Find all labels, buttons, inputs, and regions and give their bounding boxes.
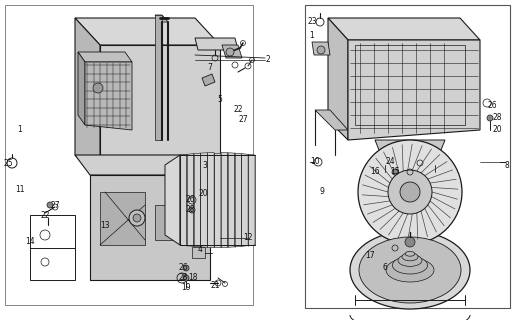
Polygon shape: [241, 154, 248, 246]
Polygon shape: [78, 52, 85, 125]
Circle shape: [183, 265, 189, 271]
Circle shape: [47, 202, 53, 208]
Text: 19: 19: [181, 284, 191, 292]
Text: 28: 28: [492, 114, 502, 123]
Text: 1: 1: [310, 30, 314, 39]
Polygon shape: [85, 62, 132, 130]
Polygon shape: [214, 153, 221, 247]
Bar: [5, 5, 253, 305]
Circle shape: [129, 210, 145, 226]
Text: 25: 25: [3, 158, 13, 167]
Polygon shape: [195, 38, 238, 50]
Bar: [305, 5, 510, 308]
Text: 20: 20: [492, 125, 502, 134]
Polygon shape: [155, 205, 190, 240]
Text: 26: 26: [487, 100, 497, 109]
Circle shape: [400, 182, 420, 202]
Polygon shape: [221, 153, 228, 247]
Polygon shape: [375, 140, 445, 165]
Text: 9: 9: [319, 188, 325, 196]
Ellipse shape: [398, 254, 422, 266]
Text: 7: 7: [207, 63, 213, 73]
Polygon shape: [100, 192, 145, 245]
Text: 10: 10: [310, 157, 320, 166]
Text: 8: 8: [505, 161, 509, 170]
Circle shape: [405, 237, 415, 247]
Circle shape: [93, 83, 103, 93]
Polygon shape: [200, 153, 207, 247]
Text: 16: 16: [370, 167, 380, 177]
Polygon shape: [315, 110, 348, 130]
Text: 26: 26: [178, 263, 188, 273]
Polygon shape: [165, 155, 180, 245]
Text: 28: 28: [178, 274, 188, 283]
Text: 1: 1: [18, 125, 22, 134]
Polygon shape: [75, 18, 220, 45]
Text: 17: 17: [365, 251, 375, 260]
Text: 13: 13: [100, 220, 110, 229]
Polygon shape: [155, 15, 162, 140]
Polygon shape: [90, 175, 210, 280]
Text: 18: 18: [188, 274, 198, 283]
Polygon shape: [75, 18, 100, 180]
Polygon shape: [202, 74, 215, 86]
Circle shape: [226, 48, 234, 56]
Circle shape: [317, 46, 325, 54]
Ellipse shape: [392, 256, 428, 274]
Ellipse shape: [402, 253, 418, 261]
Text: 23: 23: [307, 18, 317, 27]
Text: 11: 11: [15, 186, 25, 195]
Text: 4: 4: [198, 245, 202, 254]
Text: 15: 15: [390, 167, 400, 177]
Text: 12: 12: [243, 234, 253, 243]
Text: 6: 6: [382, 263, 388, 273]
Circle shape: [133, 214, 141, 222]
Text: 27: 27: [50, 201, 60, 210]
Ellipse shape: [405, 252, 415, 256]
Text: 22: 22: [233, 106, 243, 115]
Circle shape: [487, 115, 493, 121]
Text: 2: 2: [266, 55, 270, 65]
Ellipse shape: [350, 231, 470, 309]
Circle shape: [358, 140, 462, 244]
Polygon shape: [75, 155, 210, 175]
Polygon shape: [155, 15, 168, 22]
Text: 21: 21: [210, 281, 220, 290]
Polygon shape: [207, 153, 214, 247]
Polygon shape: [228, 153, 235, 247]
Polygon shape: [78, 52, 132, 62]
Text: 24: 24: [385, 157, 395, 166]
Polygon shape: [194, 153, 200, 247]
Polygon shape: [235, 153, 241, 247]
Text: 20: 20: [198, 188, 208, 197]
Polygon shape: [312, 42, 330, 55]
Polygon shape: [187, 154, 194, 246]
Text: 3: 3: [203, 161, 207, 170]
Polygon shape: [248, 154, 255, 246]
Polygon shape: [180, 154, 187, 246]
Polygon shape: [328, 18, 480, 40]
Circle shape: [189, 207, 195, 213]
Polygon shape: [348, 40, 480, 140]
Ellipse shape: [359, 237, 461, 303]
Circle shape: [388, 170, 432, 214]
Text: 14: 14: [25, 237, 35, 246]
Circle shape: [392, 169, 398, 175]
Polygon shape: [328, 18, 348, 140]
Text: 5: 5: [218, 95, 222, 105]
Ellipse shape: [386, 258, 434, 282]
Text: 26: 26: [185, 196, 195, 204]
Circle shape: [183, 275, 189, 281]
Polygon shape: [192, 247, 205, 258]
Text: 27: 27: [238, 116, 248, 124]
Text: 22: 22: [40, 211, 50, 220]
Text: 28: 28: [185, 205, 195, 214]
Polygon shape: [222, 45, 242, 58]
Polygon shape: [100, 45, 220, 155]
